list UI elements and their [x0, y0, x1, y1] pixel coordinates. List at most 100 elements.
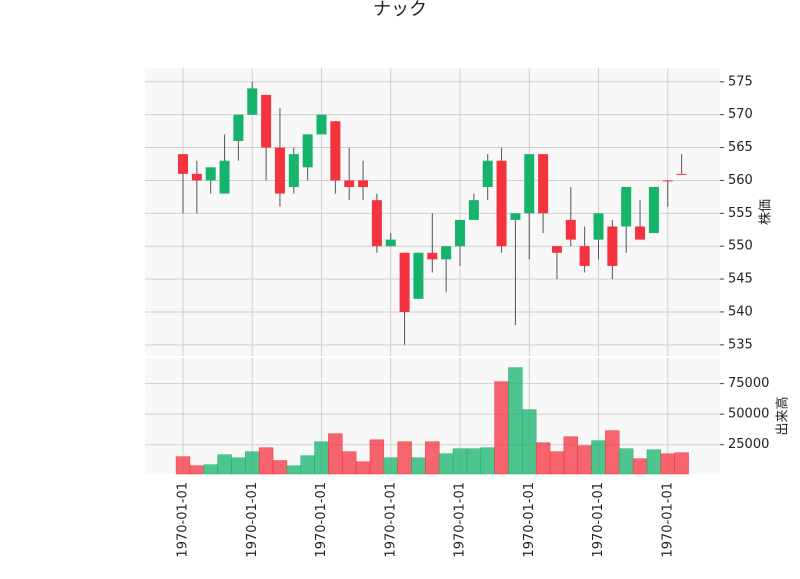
price-panel — [145, 68, 720, 356]
volume-bar — [619, 448, 634, 475]
candle-body — [607, 226, 618, 266]
volume-bar — [231, 457, 246, 475]
volume-bar — [522, 409, 537, 475]
y-tick-label: 575 — [728, 74, 753, 89]
candle-body — [371, 200, 382, 247]
y-axis-label: 株価 — [759, 199, 774, 225]
volume-axis-label: 出来高 — [775, 396, 791, 435]
candle-body — [551, 246, 562, 253]
volume-bar — [577, 445, 592, 475]
candle-body — [233, 114, 244, 141]
x-tick-label: 1970-01-01 — [522, 482, 537, 558]
volume-bar — [189, 465, 205, 475]
candle-body — [510, 213, 521, 220]
candle-body — [344, 180, 355, 188]
volume-bar — [245, 451, 260, 475]
candle-body — [399, 252, 410, 312]
y-tick-label: 545 — [728, 272, 753, 287]
chart-title: ナック — [373, 0, 427, 20]
volume-tick-label: 25000 — [728, 437, 769, 452]
volume-bar — [438, 453, 454, 475]
x-tick-label: 1970-01-01 — [245, 482, 260, 558]
volume-bar — [369, 439, 385, 475]
volume-bar — [494, 381, 509, 475]
candle-body — [593, 213, 604, 240]
volume-bar — [314, 441, 329, 475]
volume-bar — [674, 452, 689, 475]
marks — [175, 81, 689, 475]
candle-body — [676, 173, 687, 175]
volume-bar — [480, 447, 495, 475]
volume-bar — [286, 465, 301, 475]
x-tick-label: 1970-01-01 — [660, 482, 675, 558]
y-tick-label: 570 — [728, 107, 753, 122]
candle-body — [358, 180, 369, 188]
candle-body — [205, 167, 216, 181]
candle-body — [178, 154, 188, 174]
candle-body — [261, 94, 272, 148]
candle-body — [648, 187, 659, 234]
y-tick-label: 555 — [728, 206, 753, 221]
x-tick-label: 1970-01-01 — [453, 482, 468, 558]
volume-bar — [466, 448, 482, 475]
volume-bar — [535, 442, 551, 475]
volume-bar — [217, 454, 232, 475]
volume-bar — [425, 441, 440, 475]
candle-body — [621, 187, 632, 227]
candle-body — [274, 147, 285, 194]
x-tick-label: 1970-01-01 — [176, 482, 191, 558]
candle-body — [247, 88, 258, 115]
volume-bar — [563, 436, 578, 475]
volume-bar — [549, 451, 565, 475]
volume-bar — [397, 441, 412, 475]
candle-body — [482, 160, 493, 188]
volume-bar — [203, 464, 218, 475]
candle-body — [579, 246, 590, 266]
volume-bar — [411, 457, 426, 475]
volume-bar — [452, 448, 468, 475]
volume-bar — [175, 456, 191, 475]
candle-body — [288, 154, 299, 188]
candle-body — [455, 219, 465, 247]
y-tick-label: 540 — [728, 304, 753, 319]
y-tick-label: 535 — [728, 337, 753, 352]
volume-tick-label: 75000 — [728, 376, 769, 391]
volume-bar — [605, 430, 620, 475]
candle-body — [441, 246, 452, 260]
candle-body — [219, 160, 230, 194]
candle-body — [316, 114, 327, 135]
x-tick-label: 1970-01-01 — [591, 482, 606, 558]
candle-body — [302, 134, 313, 168]
y-tick-label: 550 — [728, 239, 753, 254]
volume-bar — [383, 457, 398, 475]
volume-bar — [632, 458, 648, 475]
volume-bar — [591, 440, 606, 475]
candle-body — [427, 252, 438, 260]
candle-body — [635, 226, 646, 240]
volume-bar — [272, 460, 288, 475]
x-tick-label: 1970-01-01 — [383, 482, 398, 558]
y-tick-label: 565 — [728, 140, 753, 155]
candle-body — [496, 160, 507, 247]
y-tick-label: 560 — [728, 173, 753, 188]
x-tick-label: 1970-01-01 — [314, 482, 329, 558]
volume-bar — [646, 449, 662, 475]
volume-bar — [342, 451, 357, 475]
volume-bar — [300, 455, 315, 475]
candle-body — [565, 219, 576, 240]
volume-bar — [355, 461, 371, 475]
candle-body — [662, 180, 673, 182]
volume-tick-label: 50000 — [728, 407, 769, 422]
candle-body — [538, 154, 549, 214]
volume-bar — [660, 453, 675, 475]
candle-body — [413, 252, 424, 299]
volume-bar — [508, 367, 523, 475]
candle-body — [524, 154, 535, 214]
candle-body — [468, 200, 479, 220]
volume-bar — [258, 447, 274, 475]
volume-bar — [328, 433, 343, 475]
candle-body — [191, 173, 202, 181]
candle-body — [385, 239, 396, 247]
candle-body — [330, 121, 341, 181]
